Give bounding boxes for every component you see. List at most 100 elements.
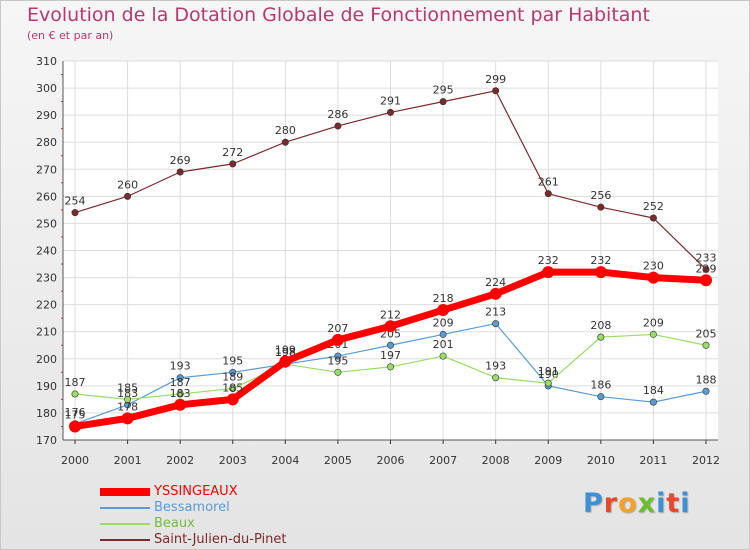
data-label-bessamorel: 176 <box>65 406 86 419</box>
legend-label: Beaux <box>154 516 195 531</box>
x-tick-label: 2010 <box>587 454 615 467</box>
data-label-bessamorel: 188 <box>696 373 717 386</box>
legend-swatch <box>100 488 150 496</box>
x-tick-label: 2005 <box>324 454 352 467</box>
data-label-yssingeaux: 224 <box>485 276 506 289</box>
y-tick-label: 230 <box>36 272 57 285</box>
data-point-beaux <box>649 330 657 338</box>
legend-swatch <box>100 507 150 509</box>
data-label-bessamorel: 195 <box>222 354 243 367</box>
data-label-saint-julien-du-pinet: 252 <box>643 200 664 213</box>
data-point-saint-julien-du-pinet <box>544 190 552 198</box>
data-point-bessamorel <box>492 320 500 328</box>
data-label-saint-julien-du-pinet: 261 <box>538 176 559 189</box>
data-point-saint-julien-du-pinet <box>281 138 289 146</box>
data-point-yssingeaux <box>594 266 607 279</box>
y-tick-label: 280 <box>36 136 57 149</box>
data-point-saint-julien-du-pinet <box>71 209 79 217</box>
legend-item-saint-julien-du-pinet: Saint-Julien-du-Pinet <box>100 532 400 548</box>
y-tick-label: 240 <box>36 245 57 258</box>
data-point-bessamorel <box>229 368 237 376</box>
data-point-yssingeaux <box>69 420 81 433</box>
legend-swatch <box>100 523 150 525</box>
logo-letter: t <box>666 488 681 519</box>
data-label-beaux: 191 <box>538 365 559 378</box>
data-point-yssingeaux <box>121 412 134 425</box>
data-point-beaux <box>124 395 132 403</box>
data-label-yssingeaux: 212 <box>380 308 401 321</box>
logo-letter: i <box>656 488 667 519</box>
data-point-saint-julien-du-pinet <box>597 203 605 211</box>
legend-label: Saint-Julien-du-Pinet <box>154 532 287 547</box>
data-point-beaux <box>597 333 605 341</box>
data-point-bessamorel <box>597 393 605 401</box>
y-tick-label: 250 <box>36 217 57 230</box>
data-label-saint-julien-du-pinet: 299 <box>485 73 506 86</box>
data-point-beaux <box>439 352 447 360</box>
data-point-bessamorel <box>386 341 394 349</box>
data-point-saint-julien-du-pinet <box>124 192 132 200</box>
y-tick-label: 270 <box>36 163 57 176</box>
data-point-yssingeaux <box>174 398 187 411</box>
data-point-beaux <box>229 385 237 393</box>
data-point-bessamorel <box>649 398 657 406</box>
data-label-bessamorel: 209 <box>433 316 454 329</box>
chart-subtitle: (en € et par an) <box>27 29 114 42</box>
x-tick-label: 2004 <box>271 454 299 467</box>
y-tick-label: 310 <box>36 55 57 68</box>
data-point-saint-julien-du-pinet <box>702 265 710 273</box>
data-point-yssingeaux <box>489 287 502 300</box>
logo-letter: i <box>680 488 691 519</box>
data-point-beaux <box>386 363 394 371</box>
y-tick-label: 290 <box>36 109 57 122</box>
data-label-saint-julien-du-pinet: 233 <box>696 251 717 264</box>
data-point-beaux <box>176 390 184 398</box>
data-label-saint-julien-du-pinet: 286 <box>327 108 348 121</box>
data-label-yssingeaux: 183 <box>170 387 191 400</box>
x-tick-label: 2009 <box>534 454 562 467</box>
data-label-beaux: 193 <box>485 360 506 373</box>
data-label-beaux: 205 <box>696 327 717 340</box>
data-label-saint-julien-du-pinet: 254 <box>65 195 86 208</box>
data-label-beaux: 201 <box>433 338 454 351</box>
data-point-saint-julien-du-pinet <box>176 168 184 176</box>
x-tick-label: 2006 <box>377 454 405 467</box>
data-point-yssingeaux <box>647 271 660 284</box>
data-label-yssingeaux: 232 <box>590 254 611 267</box>
data-point-bessamorel <box>702 387 710 395</box>
x-tick-label: 2007 <box>429 454 457 467</box>
data-point-yssingeaux <box>331 333 344 346</box>
data-label-bessamorel: 183 <box>117 387 138 400</box>
data-label-beaux: 189 <box>222 371 243 384</box>
data-label-saint-julien-du-pinet: 280 <box>275 124 296 137</box>
chart-legend: YSSINGEAUX Bessamorel Beaux Saint-Julien-du… <box>100 484 400 548</box>
data-label-yssingeaux: 199 <box>275 343 296 356</box>
data-label-bessamorel: 193 <box>170 360 191 373</box>
y-tick-label: 190 <box>36 380 57 393</box>
data-label-yssingeaux: 185 <box>222 381 243 394</box>
data-label-bessamorel: 186 <box>590 379 611 392</box>
data-label-yssingeaux: 178 <box>117 400 138 413</box>
data-label-beaux: 208 <box>590 319 611 332</box>
y-tick-label: 200 <box>36 353 57 366</box>
data-point-saint-julien-du-pinet <box>649 214 657 222</box>
data-label-beaux: 209 <box>643 316 664 329</box>
data-point-yssingeaux <box>279 355 292 368</box>
x-tick-label: 2002 <box>166 454 194 467</box>
legend-label: Bessamorel <box>154 500 230 515</box>
data-label-beaux: 195 <box>327 354 348 367</box>
logo-letter: o <box>618 488 638 519</box>
data-point-yssingeaux <box>542 266 555 279</box>
data-label-yssingeaux: 218 <box>433 292 454 305</box>
data-label-beaux: 187 <box>65 376 86 389</box>
logo-letter: r <box>603 488 619 519</box>
y-tick-label: 210 <box>36 326 57 339</box>
data-point-saint-julien-du-pinet <box>492 87 500 95</box>
data-label-yssingeaux: 232 <box>538 254 559 267</box>
proxiti-logo: Proxiti <box>583 488 691 519</box>
data-point-yssingeaux <box>700 274 712 287</box>
data-point-saint-julien-du-pinet <box>229 160 237 168</box>
y-tick-label: 260 <box>36 190 57 203</box>
data-label-beaux: 187 <box>170 376 191 389</box>
data-label-bessamorel: 190 <box>538 368 559 381</box>
